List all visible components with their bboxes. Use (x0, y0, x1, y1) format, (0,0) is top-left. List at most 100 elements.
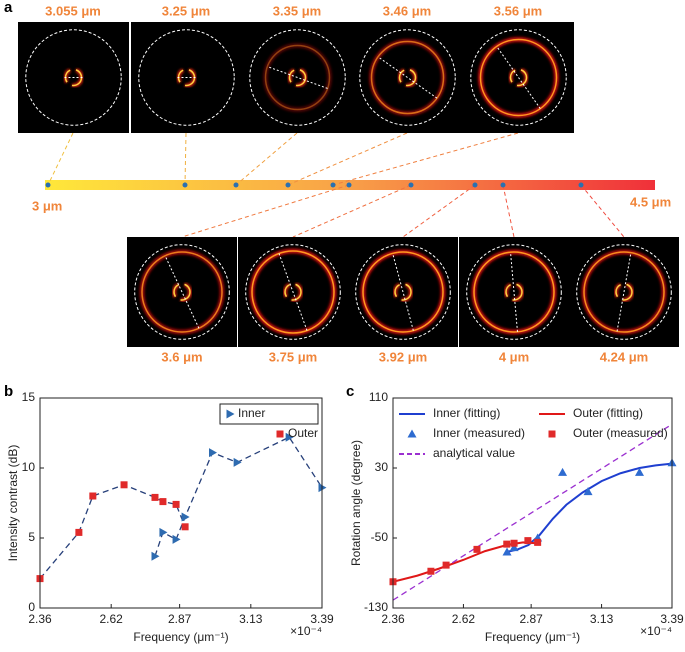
outer-ring (583, 251, 665, 333)
wavelength-dot (182, 182, 188, 188)
y-axis-label: Intensity contrast (dB) (6, 445, 20, 562)
inner-ring (398, 68, 417, 87)
bar-start-label: 3 μm (32, 198, 62, 213)
rotation-line (510, 252, 518, 332)
marker (502, 547, 512, 556)
x-tick-label: 3.39 (660, 612, 684, 626)
aperture-circle (470, 29, 567, 126)
plot-area (393, 423, 672, 601)
marker (89, 492, 97, 500)
marker (226, 409, 235, 419)
wavelength-label: 3.25 μm (162, 3, 210, 18)
plot-area (40, 436, 322, 580)
y-tick-label: 5 (28, 530, 35, 544)
inner-ring (173, 283, 191, 301)
marker (151, 551, 160, 561)
aperture-circle (138, 29, 235, 126)
plot-frame (392, 397, 673, 609)
wavelength-dot (408, 182, 414, 188)
wavelength-dot (330, 182, 336, 188)
plot-frame (39, 397, 323, 609)
x-multiplier: ×10⁻⁴ (640, 624, 672, 638)
x-tick-label: 3.13 (239, 612, 263, 626)
legend-label: Outer (288, 426, 318, 440)
rotation-line (616, 252, 632, 332)
legend-box (219, 403, 319, 425)
wavelength-dot (346, 182, 352, 188)
y-tick-label: 10 (22, 460, 36, 474)
rotation-line (278, 253, 308, 331)
inner-ring (509, 68, 528, 87)
wavelength-dot (472, 182, 478, 188)
marker (634, 467, 644, 476)
x-axis-label: Frequency (μm⁻¹) (485, 630, 580, 644)
marker (285, 432, 294, 442)
marker (583, 487, 593, 496)
x-multiplier: ×10⁻⁴ (290, 624, 322, 638)
aperture-circle (249, 29, 346, 126)
marker (407, 429, 417, 438)
marker (548, 430, 556, 438)
panel-label: c (346, 383, 354, 400)
marker (442, 561, 450, 569)
wavelength-dot (578, 182, 584, 188)
x-tick-label: 2.62 (100, 612, 124, 626)
wavelength-dot (45, 182, 51, 188)
wavelength-dot (233, 182, 239, 188)
wavelength-label: 4 μm (499, 349, 529, 364)
rotation-line (164, 255, 200, 329)
wavelength-label: 3.055 μm (45, 3, 101, 18)
series-line (393, 541, 537, 583)
legend-label: Inner (fitting) (433, 406, 500, 420)
inner-ring (284, 283, 302, 301)
marker (172, 500, 180, 508)
panel-label: b (4, 383, 13, 400)
y-tick-label: 30 (375, 460, 389, 474)
marker (172, 534, 181, 544)
x-tick-label: 2.87 (519, 612, 543, 626)
bar-end-label: 4.5 μm (630, 194, 671, 209)
marker (524, 537, 532, 545)
wavelength-label: 3.46 μm (383, 3, 431, 18)
marker (120, 481, 128, 489)
marker (276, 430, 284, 438)
marker (181, 523, 189, 531)
legend-label: Outer (measured) (573, 426, 668, 440)
series-line (506, 462, 672, 553)
outer-ring (141, 251, 223, 333)
y-tick-label: 0 (28, 600, 35, 614)
inner-ring (288, 68, 307, 87)
wavelength-label: 3.35 μm (273, 3, 321, 18)
x-tick-label: 3.13 (590, 612, 614, 626)
inner-ring (394, 283, 412, 301)
marker (233, 457, 242, 467)
connector (292, 184, 412, 238)
outer-ring (251, 250, 335, 334)
outer-ring (264, 44, 331, 111)
legend-label: Outer (fitting) (573, 406, 643, 420)
connector (235, 132, 298, 186)
y-tick-label: 110 (369, 390, 388, 404)
marker (503, 540, 511, 548)
aperture-circle (134, 244, 230, 340)
connector (184, 132, 187, 186)
wavelength-label: 3.75 μm (269, 349, 317, 364)
rotation-line (392, 253, 414, 331)
marker (534, 538, 542, 546)
outer-ring (473, 251, 555, 333)
legend-label: analytical value (433, 446, 515, 460)
wavelength-dot (285, 182, 291, 188)
connector (47, 132, 74, 186)
x-tick-label: 3.39 (310, 612, 334, 626)
y-tick-label: 15 (22, 390, 36, 404)
connector (287, 132, 408, 186)
marker (208, 448, 217, 458)
marker (473, 545, 481, 553)
outer-ring-glow (263, 43, 332, 112)
legend-label: Inner (measured) (433, 426, 525, 440)
connector (181, 184, 350, 238)
aperture-circle (576, 244, 672, 340)
aperture-circle (466, 244, 562, 340)
legend-label: Inner (238, 406, 265, 420)
